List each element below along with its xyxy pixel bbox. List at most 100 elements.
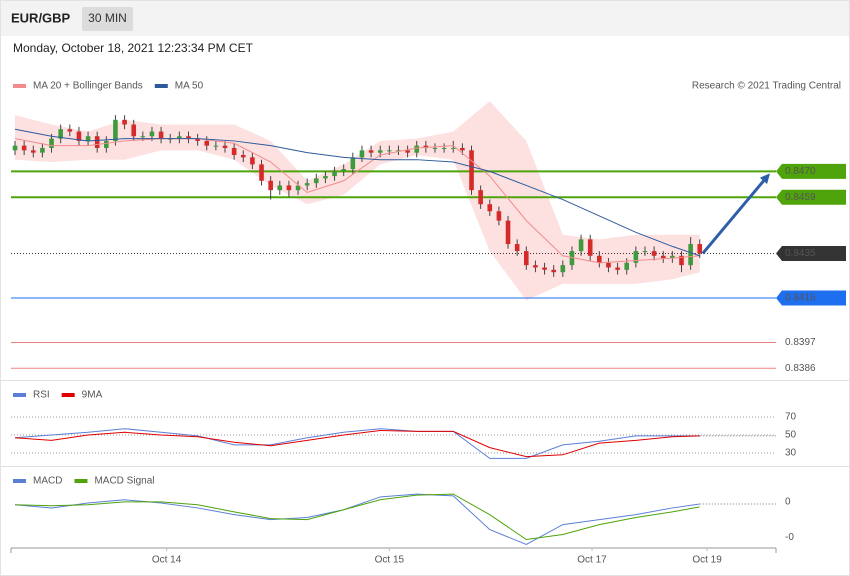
candle-body <box>94 136 100 148</box>
level-label: 0.8397 <box>785 337 816 348</box>
legend-label: MACD <box>33 476 62 487</box>
candle-body <box>67 129 73 132</box>
forecast-arrowhead <box>759 173 770 185</box>
y-tick-label: 30 <box>785 448 797 459</box>
legend-swatch <box>74 479 88 483</box>
candle-body <box>350 157 356 170</box>
legend-label: MA 20 + Bollinger Bands <box>33 81 143 92</box>
legend-swatch <box>61 393 75 397</box>
candle-body <box>432 147 438 149</box>
candle-body <box>460 147 465 151</box>
indicator-line <box>14 428 700 459</box>
candle-body <box>140 136 146 138</box>
candle-body <box>158 131 164 139</box>
candle-body <box>30 150 36 153</box>
level-label-box <box>776 290 846 306</box>
ma-line <box>14 128 700 257</box>
legend-swatch <box>13 393 26 397</box>
candle-body <box>113 119 118 141</box>
candle-body <box>606 262 611 268</box>
candle-body <box>177 136 182 139</box>
candle-body <box>186 136 191 139</box>
timestamp: Monday, October 18, 2021 12:23:34 PM CET <box>13 41 254 55</box>
candle-body <box>40 147 45 153</box>
interval-badge <box>82 7 133 31</box>
level-label: 0.8470 <box>785 166 816 177</box>
candle-body <box>505 220 511 245</box>
candle-body <box>323 176 328 179</box>
interval: 30 MIN <box>88 11 127 25</box>
candle-body <box>633 251 639 263</box>
candle-body <box>250 157 255 165</box>
level-label: 0.8435 <box>785 248 816 259</box>
candle-body <box>268 180 273 191</box>
level-label-box <box>776 245 846 261</box>
level-label: 0.8416 <box>785 293 816 304</box>
level-label: 0.8459 <box>785 192 816 203</box>
legend-swatch <box>154 84 168 88</box>
legend-label: MA 50 <box>175 81 204 92</box>
x-tick-label: Oct 19 <box>692 555 722 566</box>
candle-body <box>359 150 365 158</box>
candle-body <box>423 145 429 148</box>
candle-body <box>332 171 337 177</box>
indicator-line <box>15 493 700 541</box>
candle-body <box>204 140 210 146</box>
candle-body <box>122 119 127 125</box>
candle-body <box>85 136 91 141</box>
candle-body <box>651 251 657 256</box>
candle-body <box>240 155 246 158</box>
candle-body <box>487 204 493 212</box>
candle-body <box>414 145 420 153</box>
candle-body <box>496 211 502 221</box>
candle-body <box>615 267 620 270</box>
candle-body <box>670 255 675 259</box>
candle-body <box>441 147 447 149</box>
candle-body <box>542 267 547 270</box>
y-tick-label: 50 <box>785 430 797 441</box>
candle-body <box>587 239 593 256</box>
source-credit: Research © 2021 Trading Central <box>692 81 841 92</box>
candle-body <box>533 265 538 268</box>
symbol: EUR/GBP <box>11 10 71 25</box>
candle-body <box>131 124 137 137</box>
candle-body <box>341 169 346 172</box>
candle-body <box>560 265 566 273</box>
candle-body <box>222 145 228 148</box>
candle-body <box>478 190 483 205</box>
candle-body <box>469 150 474 191</box>
candle-body <box>578 239 584 252</box>
candle-body <box>304 183 310 186</box>
candle-body <box>213 145 219 147</box>
candle-body <box>231 147 237 155</box>
candle-body <box>195 138 200 141</box>
level-label-box <box>776 163 846 179</box>
y-tick-label: 0 <box>785 497 791 508</box>
x-tick-label: Oct 14 <box>152 555 182 566</box>
candle-body <box>149 131 155 137</box>
bollinger-band <box>15 101 700 301</box>
candle-body <box>569 251 575 266</box>
candle-body <box>523 251 529 266</box>
candle-body <box>12 145 18 151</box>
forecast-arrow <box>701 176 768 255</box>
ma-line <box>14 138 700 264</box>
candle-body <box>104 140 109 148</box>
indicator-line <box>14 493 700 546</box>
legend-label: RSI <box>33 390 50 401</box>
legend-swatch <box>13 84 26 88</box>
candle-body <box>76 131 82 141</box>
candle-body <box>624 262 630 270</box>
candle-body <box>58 129 63 139</box>
legend-label: 9MA <box>82 390 103 401</box>
candle-body <box>450 147 456 149</box>
candle-body <box>660 255 666 259</box>
legend-label: MACD Signal <box>94 476 154 487</box>
level-label: 0.8386 <box>785 363 816 374</box>
indicator-line <box>14 429 700 458</box>
candle-body <box>368 150 374 153</box>
candle-body <box>277 185 283 191</box>
candle-body <box>286 185 292 191</box>
candle-body <box>688 244 693 266</box>
candle-body <box>551 269 556 273</box>
